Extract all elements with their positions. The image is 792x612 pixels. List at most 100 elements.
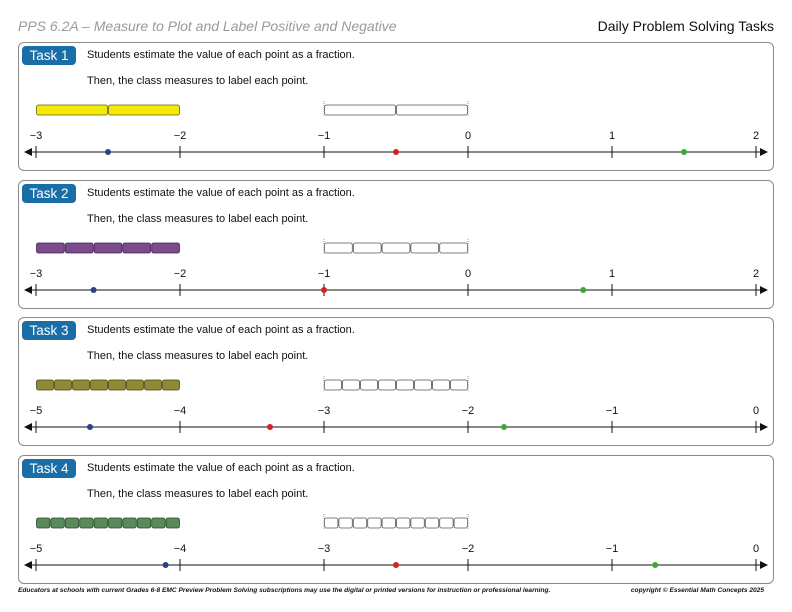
fraction-bar-segment: [151, 517, 166, 529]
empty-bar-segment: [439, 517, 454, 529]
tick-label: −1: [318, 130, 331, 142]
left-arrow-icon: [24, 148, 32, 156]
fraction-bar-segment: [54, 379, 72, 391]
fraction-bar-segment: [165, 517, 180, 529]
plotted-point: [393, 562, 399, 568]
task-instruction: Students estimate the value of each poin…: [87, 462, 355, 474]
tick-label: −5: [30, 543, 43, 555]
footer-copyright: copyright © Essential Math Concepts 2025: [630, 587, 764, 594]
plotted-point: [105, 149, 111, 155]
tick-label: 1: [609, 268, 615, 280]
task-instruction: Students estimate the value of each poin…: [87, 187, 355, 199]
number-line-figure: −3 −2 −1 0 1 2: [24, 239, 768, 296]
task-instruction-followup: Then, the class measures to label each p…: [87, 350, 309, 362]
tick-label: 1: [609, 130, 615, 142]
plotted-point: [267, 424, 273, 430]
plotted-point: [393, 149, 399, 155]
task-card-1: Task 1 Students estimate the value of ea…: [18, 42, 774, 171]
task-badge: Task 2: [22, 184, 76, 203]
left-arrow-icon: [24, 561, 32, 569]
plotted-point: [681, 149, 687, 155]
empty-bar-segment: [360, 379, 378, 391]
fraction-bar-segment: [36, 517, 51, 529]
fraction-bar-segment: [93, 517, 108, 529]
plotted-point: [501, 424, 507, 430]
task-instruction-followup: Then, the class measures to label each p…: [87, 75, 309, 87]
right-arrow-icon: [760, 148, 768, 156]
empty-bar-segment: [338, 517, 353, 529]
tick-label: −2: [174, 130, 187, 142]
fraction-bar-segment: [36, 104, 108, 116]
empty-bar-segment: [396, 104, 468, 116]
empty-bar-segment: [396, 517, 411, 529]
fraction-bar-segment: [162, 379, 180, 391]
fraction-bar-segment: [64, 242, 94, 254]
fraction-bar-segment: [108, 379, 126, 391]
tick-label: −2: [462, 405, 475, 417]
plotted-point: [321, 287, 327, 293]
tick-label: −3: [30, 268, 43, 280]
tick-label: −2: [174, 268, 187, 280]
task-card-4: Task 4 Students estimate the value of ea…: [18, 455, 774, 584]
empty-bar-segment: [396, 379, 414, 391]
empty-bar-segment: [432, 379, 450, 391]
empty-bar-segment: [378, 379, 396, 391]
empty-bar-segment: [414, 379, 432, 391]
fraction-bar-segment: [50, 517, 65, 529]
fraction-bar-segment: [36, 379, 54, 391]
tick-label: −3: [318, 543, 331, 555]
empty-bar-segment: [381, 242, 411, 254]
task-instruction: Students estimate the value of each poin…: [87, 324, 355, 336]
fraction-bar-segment: [122, 517, 137, 529]
tick-label: 0: [753, 543, 759, 555]
fraction-bar-segment: [151, 242, 180, 254]
empty-bar-segment: [324, 379, 342, 391]
series-title: Daily Problem Solving Tasks: [597, 18, 774, 34]
empty-bar-segment: [453, 517, 468, 529]
plotted-point: [580, 287, 587, 293]
task-instruction: Students estimate the value of each poin…: [87, 49, 355, 61]
fraction-bar-segment: [36, 242, 65, 254]
fraction-bar-segment: [79, 517, 94, 529]
empty-bar-segment: [439, 242, 468, 254]
task-badge: Task 4: [22, 459, 76, 478]
right-arrow-icon: [760, 423, 768, 431]
tick-label: 0: [753, 405, 759, 417]
tick-label: 0: [465, 130, 471, 142]
plotted-point: [87, 424, 93, 430]
empty-bar-segment: [450, 379, 468, 391]
empty-bar-segment: [324, 242, 353, 254]
number-line-figure: −5 −4 −3 −2 −1 0: [24, 376, 768, 433]
footer-license: Educators at schools with current Grades…: [18, 587, 551, 594]
number-line-figure: −3 −2 −1 0 1 2: [24, 101, 768, 158]
fraction-bar-segment: [108, 517, 123, 529]
fraction-bar-segment: [122, 242, 152, 254]
tick-label: −4: [174, 405, 187, 417]
tick-label: 2: [753, 268, 759, 280]
task-instruction-followup: Then, the class measures to label each p…: [87, 488, 309, 500]
empty-bar-segment: [410, 242, 440, 254]
fraction-bar-segment: [126, 379, 144, 391]
tick-label: −1: [606, 405, 619, 417]
number-line-figure: −5 −4 −3 −2 −1 0: [24, 514, 768, 571]
right-arrow-icon: [760, 561, 768, 569]
empty-bar-segment: [410, 517, 425, 529]
fraction-bar-segment: [108, 104, 180, 116]
task-card-3: Task 3 Students estimate the value of ea…: [18, 317, 774, 446]
tick-label: −1: [318, 268, 331, 280]
empty-bar-segment: [324, 104, 396, 116]
empty-bar-segment: [342, 379, 360, 391]
tick-label: −3: [30, 130, 43, 142]
plotted-point: [652, 562, 659, 568]
empty-bar-segment: [352, 242, 382, 254]
task-card-2: Task 2 Students estimate the value of ea…: [18, 180, 774, 309]
tick-label: −2: [462, 543, 475, 555]
fraction-bar-segment: [72, 379, 90, 391]
tick-label: 2: [753, 130, 759, 142]
tick-label: −1: [606, 543, 619, 555]
tick-label: −5: [30, 405, 43, 417]
left-arrow-icon: [24, 423, 32, 431]
fraction-bar-segment: [93, 242, 123, 254]
empty-bar-segment: [324, 517, 339, 529]
tick-label: −3: [318, 405, 331, 417]
